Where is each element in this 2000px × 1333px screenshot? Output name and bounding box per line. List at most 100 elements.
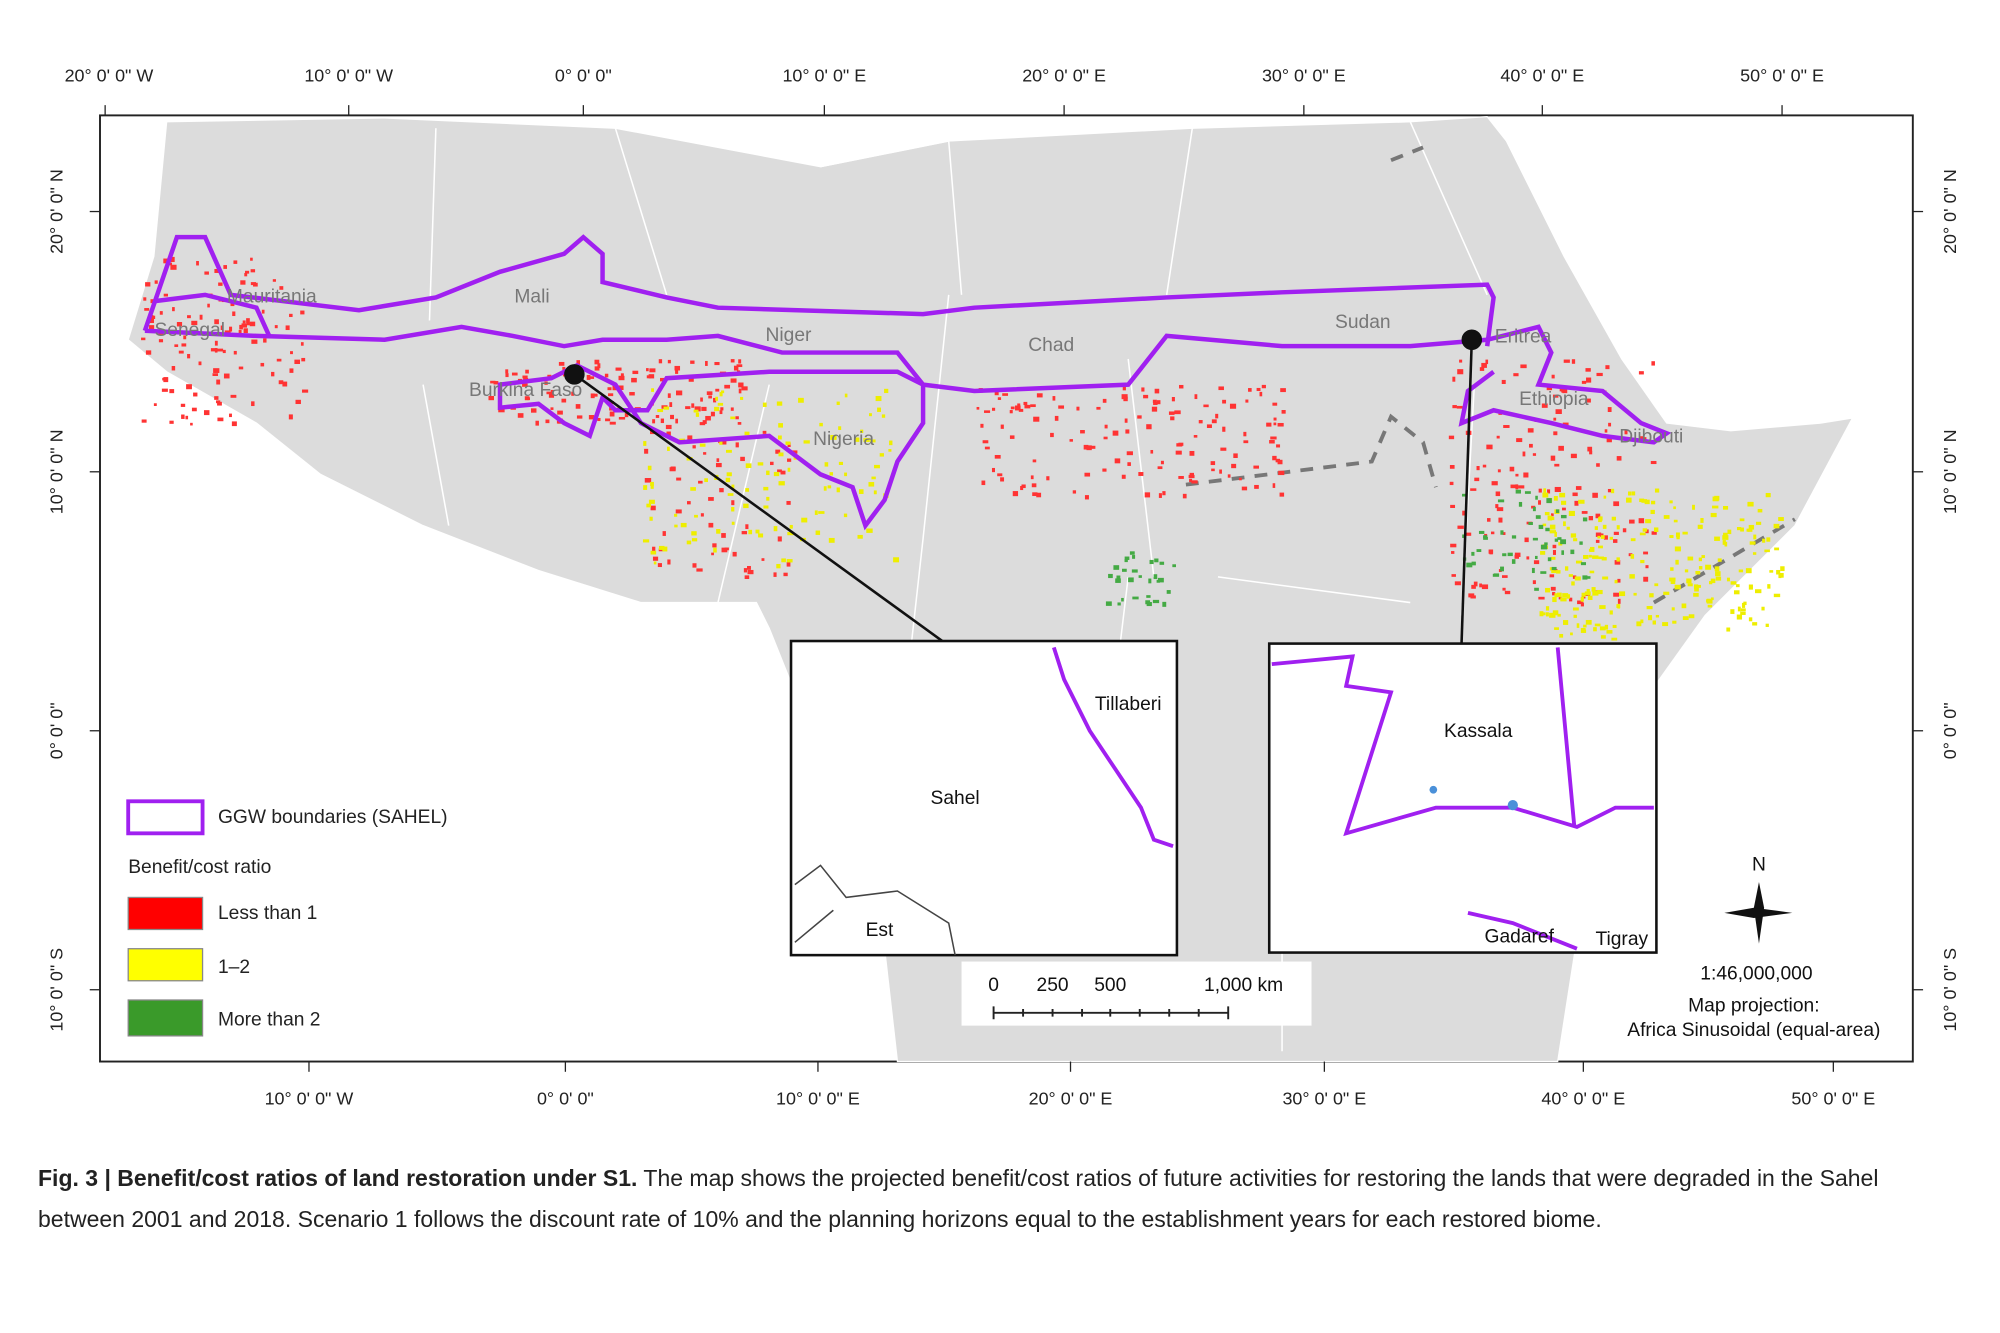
pixel: [1153, 574, 1158, 580]
pixel: [715, 396, 719, 401]
pixel: [1141, 387, 1145, 392]
pixel: [838, 426, 842, 430]
pixel: [721, 533, 726, 538]
pixel: [1609, 610, 1613, 615]
pixel: [657, 409, 664, 413]
pixel: [1608, 422, 1612, 427]
pixel: [787, 531, 794, 536]
pixel: [676, 477, 682, 481]
pixel: [1511, 559, 1516, 564]
pixel: [241, 323, 248, 328]
pixel: [836, 487, 840, 493]
pixel: [1452, 376, 1456, 382]
pixel: [1540, 544, 1548, 550]
pixel: [1651, 531, 1657, 535]
pixel: [1270, 436, 1277, 440]
pixel: [755, 529, 760, 534]
pixel: [607, 387, 612, 391]
pixel: [1121, 474, 1126, 479]
pixel: [498, 409, 505, 413]
pixel: [1481, 362, 1487, 368]
pixel: [1765, 623, 1769, 627]
pixel: [1586, 588, 1590, 595]
pixel: [301, 357, 306, 362]
pixel: [141, 337, 146, 341]
right-tick-label: 10° 0' 0" S: [1940, 948, 1960, 1032]
pixel: [838, 461, 844, 465]
pixel: [1735, 584, 1740, 588]
pixel: [696, 568, 703, 572]
pixel: [1687, 556, 1694, 561]
pixel: [1454, 581, 1461, 586]
pixel: [1509, 466, 1515, 472]
pixel: [667, 393, 671, 398]
pixel: [1612, 624, 1617, 628]
bottom-tick-label: 0° 0' 0": [537, 1089, 594, 1109]
pixel: [294, 359, 301, 364]
pixel: [713, 397, 717, 403]
pixel: [1149, 559, 1154, 565]
pixel: [1108, 573, 1113, 579]
pixel: [648, 374, 655, 379]
pixel: [1540, 550, 1546, 555]
pixel: [1568, 510, 1575, 516]
pixel: [1616, 456, 1622, 461]
pixel: [1773, 523, 1780, 529]
pixel: [743, 503, 749, 509]
place-label: Niger: [765, 325, 812, 346]
pixel: [1478, 530, 1485, 534]
left-tick-label: 10° 0' 0" N: [46, 429, 66, 514]
pixel: [1555, 409, 1562, 414]
pixel: [984, 446, 990, 450]
pixel: [1524, 491, 1531, 494]
pixel: [980, 423, 984, 428]
pixel: [1545, 612, 1549, 617]
pixel: [1210, 461, 1216, 466]
pixel: [1755, 521, 1762, 525]
pixel: [649, 368, 656, 373]
pixel: [746, 565, 751, 570]
pixel: [704, 478, 708, 483]
pixel: [724, 384, 731, 389]
pixel: [1562, 507, 1566, 511]
pixel: [1582, 575, 1588, 580]
pixel: [1479, 367, 1485, 371]
pixel: [1577, 600, 1583, 605]
pixel: [828, 537, 835, 543]
pixel: [1769, 570, 1774, 573]
pixel: [186, 384, 192, 390]
pixel: [149, 317, 155, 324]
pixel: [558, 361, 565, 366]
pixel: [216, 400, 221, 404]
pixel: [690, 487, 696, 491]
pixel: [1583, 554, 1589, 559]
pixel: [1219, 469, 1222, 474]
pixel: [652, 546, 656, 552]
pixel: [646, 368, 649, 372]
pixel: [1554, 463, 1560, 467]
pixel: [145, 350, 152, 355]
pixel: [217, 401, 222, 406]
pixel: [758, 533, 764, 538]
pixel: [687, 435, 693, 440]
pixel: [762, 402, 767, 407]
pixel: [1670, 567, 1674, 571]
pixel: [594, 366, 600, 371]
callout-lines: [564, 329, 1483, 644]
pixel: [176, 322, 183, 327]
pixel: [1740, 611, 1746, 615]
pixel: [223, 373, 230, 379]
pixel: [1700, 518, 1704, 523]
pixel: [1675, 559, 1679, 565]
pixel: [1715, 576, 1722, 581]
pixel: [1254, 484, 1259, 489]
pixel: [1599, 626, 1606, 631]
pixel: [242, 320, 246, 324]
pixel: [1563, 620, 1569, 625]
pixel: [1639, 532, 1646, 536]
pixel: [1611, 637, 1618, 641]
pixel: [1558, 445, 1564, 451]
pixel: [181, 414, 185, 419]
pixel: [1570, 533, 1577, 538]
pixel: [1598, 556, 1604, 560]
